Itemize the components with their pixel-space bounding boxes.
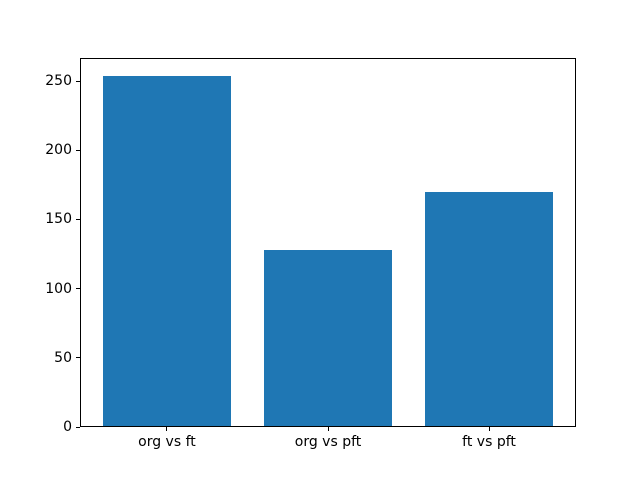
y-tick-mark [76, 149, 80, 151]
y-tick-mark [76, 218, 80, 220]
y-tick-mark [76, 357, 80, 359]
x-tick-mark [327, 427, 329, 431]
x-tick-mark [488, 427, 490, 431]
x-tick-label: ft vs pft [462, 434, 516, 450]
y-tick-label: 100 [45, 280, 72, 297]
y-tick-mark [76, 426, 80, 428]
y-tick-label: 200 [45, 142, 72, 159]
x-tick-label: org vs ft [138, 434, 196, 450]
y-tick-mark [76, 80, 80, 82]
y-tick-label: 0 [63, 419, 72, 435]
y-tick-label: 50 [54, 349, 72, 366]
y-tick-mark [76, 288, 80, 290]
x-tick-mark [166, 427, 168, 431]
y-tick-label: 250 [45, 73, 72, 90]
bar [263, 249, 393, 427]
y-tick-label: 150 [45, 211, 72, 228]
x-tick-label: org vs pft [294, 434, 362, 450]
bar [424, 191, 554, 427]
bar [102, 75, 232, 427]
